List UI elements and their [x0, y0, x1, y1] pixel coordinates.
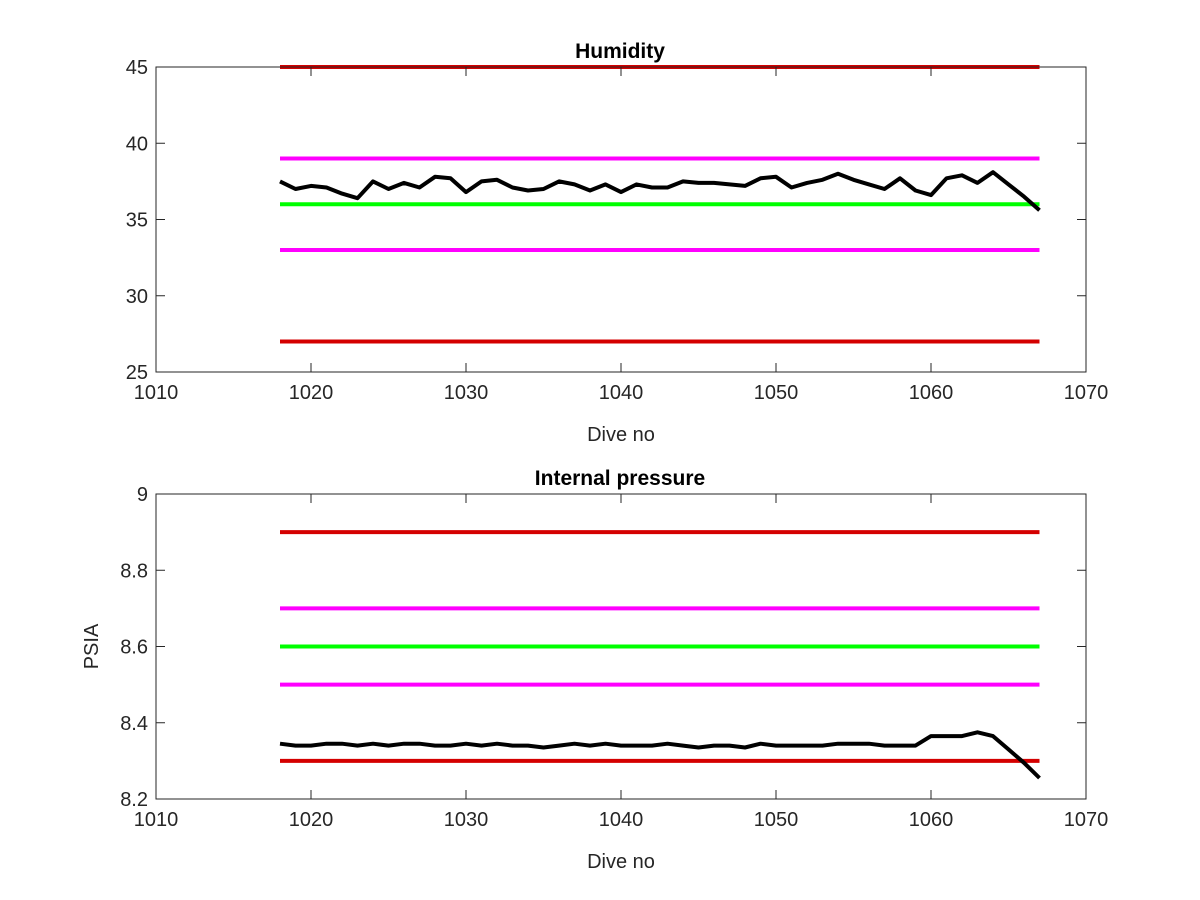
y-tick-label: 40 [126, 133, 148, 155]
x-axis-label: Dive no [587, 424, 655, 446]
x-tick-label: 1060 [909, 382, 954, 404]
y-tick-label: 35 [126, 210, 148, 232]
x-tick-label: 1040 [599, 809, 644, 831]
x-axis-label: Dive no [587, 851, 655, 873]
x-tick-label: 1030 [444, 809, 489, 831]
data-series-line [279, 730, 1041, 780]
x-tick-label: 1040 [599, 382, 644, 404]
x-tick-label: 1020 [289, 809, 334, 831]
plot-lines [279, 530, 1041, 780]
x-tick-label: 1050 [754, 382, 799, 404]
chart-title: Internal pressure [535, 467, 705, 490]
axis-ticks: 1010 1020 1030 1040 1050 1060 1070 25 30 35 40 45 [126, 57, 1109, 404]
x-tick-label: 1050 [754, 809, 799, 831]
x-tick-label: 1020 [289, 382, 334, 404]
axis-ticks: 1010 1020 1030 1040 1050 1060 1070 8.2 8.4 8.6 8.8… [120, 484, 1108, 831]
x-tick-label: 1060 [909, 809, 954, 831]
x-tick-label: 1010 [134, 382, 179, 404]
x-tick-label: 1010 [134, 809, 179, 831]
y-tick-label: 8.4 [120, 713, 148, 735]
x-tick-label: 1070 [1064, 809, 1109, 831]
y-tick-label: 30 [126, 286, 148, 308]
data-series-line [279, 170, 1041, 212]
y-tick-label: 9 [137, 484, 148, 506]
axes-box [155, 66, 1087, 373]
internal-pressure-panel: Internal pressure 1010 1020 1030 1040 1050 10… [81, 467, 1108, 873]
x-tick-label: 1030 [444, 382, 489, 404]
y-tick-label: 8.8 [120, 560, 148, 582]
chart-title: Humidity [575, 40, 665, 63]
y-tick-label: 45 [126, 57, 148, 79]
humidity-panel: Humidity 1010 1020 1030 1040 1050 1060 1070 25 3… [126, 40, 1109, 446]
y-tick-label: 8.6 [120, 637, 148, 659]
y-tick-label: 8.2 [120, 789, 148, 811]
plot-lines [279, 65, 1041, 344]
x-tick-label: 1070 [1064, 382, 1109, 404]
y-tick-label: 25 [126, 362, 148, 384]
y-axis-label: PSIA [81, 623, 103, 669]
